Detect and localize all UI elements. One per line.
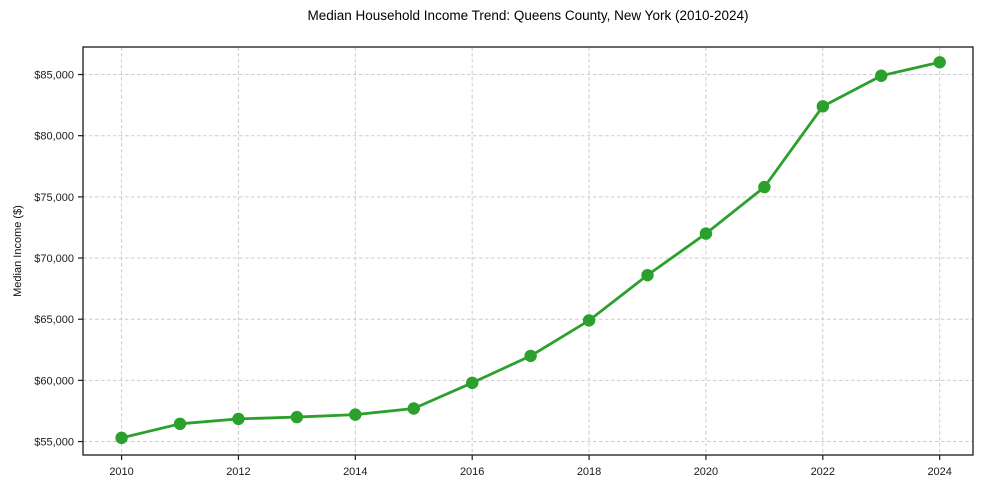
y-tick-label: $70,000 <box>34 253 74 265</box>
x-tick-label: 2016 <box>460 466 484 478</box>
data-point-2018 <box>582 314 596 327</box>
x-tick-label: 2012 <box>226 466 250 478</box>
y-tick-label: $80,000 <box>34 131 74 143</box>
y-tick-label: $55,000 <box>34 437 74 449</box>
y-tick-label: $65,000 <box>34 314 74 326</box>
chart-title: Median Household Income Trend: Queens Co… <box>307 8 749 23</box>
data-point-2011 <box>173 417 187 431</box>
data-point-2013 <box>290 410 304 424</box>
x-tick-label: 2024 <box>927 466 951 478</box>
data-point-2012 <box>232 412 245 426</box>
data-point-2016 <box>465 376 479 390</box>
data-point-2014 <box>349 408 362 421</box>
data-point-2010 <box>115 431 128 445</box>
axes-border <box>82 46 974 456</box>
data-point-2023 <box>875 69 888 82</box>
x-tick-label: 2014 <box>343 466 367 478</box>
data-point-2017 <box>524 349 537 363</box>
x-tick-label: 2010 <box>109 466 133 478</box>
data-point-2019 <box>641 268 654 282</box>
y-tick-label: $60,000 <box>34 375 74 387</box>
y-tick-label: $75,000 <box>34 192 74 204</box>
data-point-2022 <box>816 100 830 113</box>
x-tick-label: 2020 <box>694 466 718 478</box>
data-point-2020 <box>699 227 713 240</box>
data-point-2024 <box>933 56 946 69</box>
y-tick-label: $85,000 <box>34 70 74 82</box>
data-point-2021 <box>758 180 771 194</box>
x-tick-label: 2018 <box>577 466 601 478</box>
data-point-2015 <box>407 402 420 415</box>
x-tick-label: 2022 <box>811 466 835 478</box>
trend-line <box>120 60 942 440</box>
